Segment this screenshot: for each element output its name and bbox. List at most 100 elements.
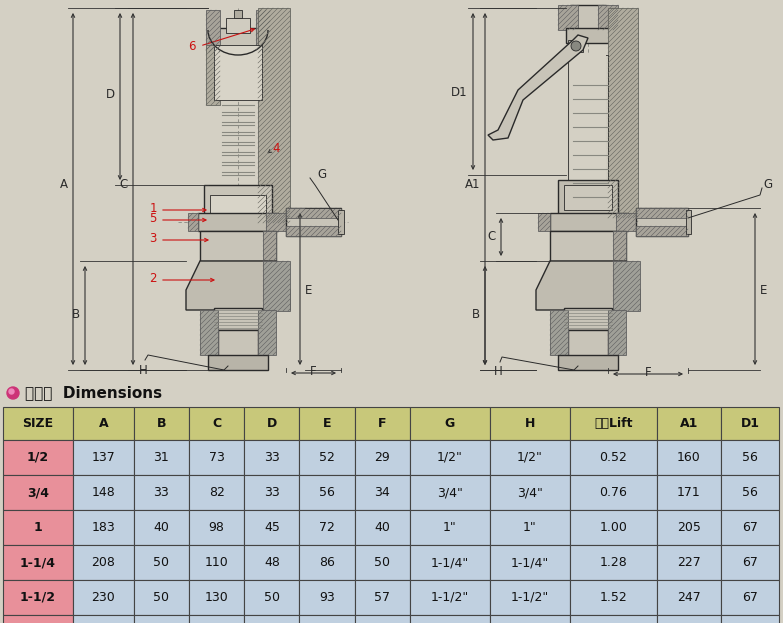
- Bar: [3, 580, 73, 615]
- Text: 33: 33: [264, 486, 280, 499]
- Text: 1/2": 1/2": [517, 451, 543, 464]
- Text: 4: 4: [272, 141, 280, 155]
- Text: 98: 98: [209, 521, 225, 534]
- Polygon shape: [488, 35, 588, 140]
- Bar: [208, 355, 268, 370]
- Text: 1: 1: [34, 521, 42, 534]
- Bar: [234, 10, 242, 18]
- Bar: [299, 475, 355, 510]
- Text: 137: 137: [92, 451, 115, 464]
- Text: 1/2": 1/2": [437, 451, 463, 464]
- Bar: [200, 231, 276, 261]
- Bar: [3, 615, 73, 623]
- Bar: [410, 545, 490, 580]
- Text: 1.28: 1.28: [600, 556, 627, 569]
- Bar: [490, 407, 570, 440]
- Text: 50: 50: [374, 556, 390, 569]
- Bar: [568, 55, 608, 185]
- Bar: [299, 440, 355, 475]
- Bar: [558, 5, 578, 30]
- Text: 148: 148: [92, 486, 115, 499]
- Text: A1: A1: [464, 179, 480, 191]
- Bar: [189, 510, 244, 545]
- Bar: [490, 510, 570, 545]
- Text: 1-1/2": 1-1/2": [431, 591, 469, 604]
- Text: F: F: [310, 365, 317, 378]
- Bar: [204, 185, 272, 215]
- Text: 56: 56: [319, 486, 335, 499]
- Text: C: C: [120, 179, 128, 191]
- Text: 2: 2: [150, 272, 157, 285]
- Bar: [608, 310, 626, 355]
- Text: E: E: [323, 417, 331, 430]
- Bar: [570, 475, 657, 510]
- Bar: [566, 28, 610, 43]
- Bar: [570, 545, 657, 580]
- Bar: [570, 615, 657, 623]
- Text: B: B: [157, 417, 166, 430]
- Bar: [206, 10, 220, 52]
- Circle shape: [7, 387, 19, 399]
- Bar: [410, 475, 490, 510]
- Text: 1-1/2": 1-1/2": [511, 591, 549, 604]
- Text: 73: 73: [209, 451, 225, 464]
- Text: 56: 56: [742, 486, 758, 499]
- Text: 48: 48: [264, 556, 280, 569]
- Bar: [550, 310, 568, 355]
- Bar: [73, 615, 134, 623]
- Bar: [721, 510, 779, 545]
- Text: D1: D1: [741, 417, 760, 430]
- Bar: [721, 440, 779, 475]
- Text: SIZE: SIZE: [22, 417, 53, 430]
- Bar: [73, 510, 134, 545]
- Text: 40: 40: [374, 521, 390, 534]
- Text: 56: 56: [742, 451, 758, 464]
- Bar: [266, 213, 288, 231]
- Bar: [299, 407, 355, 440]
- Bar: [73, 545, 134, 580]
- Bar: [355, 510, 410, 545]
- Bar: [3, 545, 73, 580]
- Text: B: B: [72, 308, 80, 321]
- Bar: [613, 261, 640, 311]
- Bar: [134, 615, 189, 623]
- Text: 1/2: 1/2: [27, 451, 49, 464]
- Bar: [189, 440, 244, 475]
- Bar: [490, 440, 570, 475]
- Text: 1-1/2: 1-1/2: [20, 591, 56, 604]
- Text: 3/4": 3/4": [517, 486, 543, 499]
- Bar: [189, 580, 244, 615]
- Bar: [189, 615, 244, 623]
- Text: H: H: [525, 417, 535, 430]
- Bar: [3, 510, 73, 545]
- Bar: [299, 545, 355, 580]
- Text: 3/4: 3/4: [27, 486, 49, 499]
- Bar: [244, 440, 299, 475]
- Bar: [244, 510, 299, 545]
- Bar: [657, 510, 721, 545]
- Bar: [263, 261, 290, 311]
- Text: B: B: [472, 308, 480, 321]
- Text: 183: 183: [92, 521, 115, 534]
- Bar: [538, 213, 550, 231]
- Text: 1": 1": [443, 521, 456, 534]
- Text: E: E: [305, 283, 312, 297]
- Bar: [355, 440, 410, 475]
- Bar: [258, 310, 276, 355]
- Text: 0.76: 0.76: [600, 486, 627, 499]
- Bar: [721, 475, 779, 510]
- Bar: [570, 440, 657, 475]
- Bar: [73, 440, 134, 475]
- Bar: [570, 510, 657, 545]
- Bar: [490, 545, 570, 580]
- Bar: [570, 580, 657, 615]
- Bar: [73, 580, 134, 615]
- Bar: [189, 545, 244, 580]
- Polygon shape: [186, 261, 290, 310]
- Text: 67: 67: [742, 591, 758, 604]
- Text: 82: 82: [209, 486, 225, 499]
- Text: 1.52: 1.52: [600, 591, 627, 604]
- Bar: [244, 615, 299, 623]
- Bar: [686, 210, 691, 234]
- Text: 160: 160: [677, 451, 701, 464]
